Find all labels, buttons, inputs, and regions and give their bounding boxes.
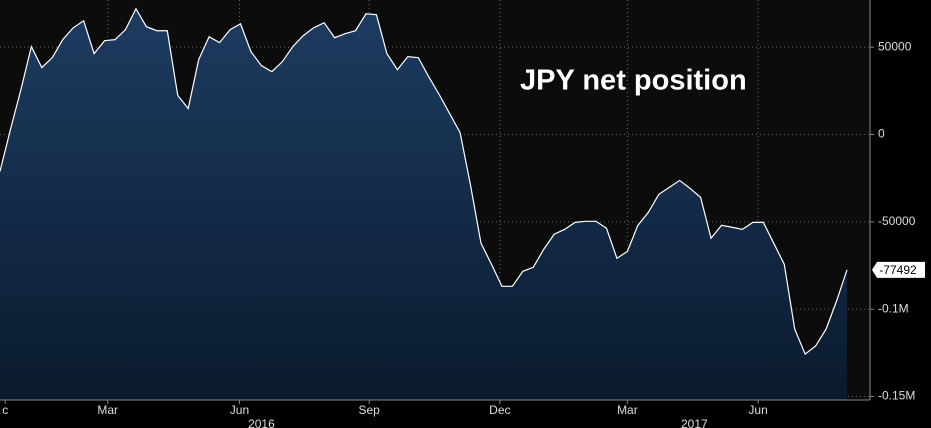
x-tick-label: Jun — [230, 403, 249, 417]
last-value-box — [872, 261, 925, 278]
marks — [0, 7, 848, 401]
y-tick-label: 0 — [878, 127, 885, 141]
y-tick-label: -0.15M — [878, 389, 915, 403]
x-tick-label: c — [2, 403, 8, 417]
x-tick-label: Jun — [748, 403, 767, 417]
year-label: 2016 — [248, 417, 275, 428]
x-tick-label: Mar — [617, 403, 638, 417]
y-tick-label: 50000 — [878, 39, 912, 53]
last-value-label: -77492 — [879, 263, 917, 277]
year-label: 2017 — [681, 417, 708, 428]
y-tick-label: -0.1M — [878, 301, 909, 315]
area — [0, 8, 847, 401]
line — [0, 7, 848, 356]
x-tick-label: Mar — [97, 403, 118, 417]
x-tick-label: Sep — [358, 403, 380, 417]
chart-title: JPY net position — [520, 65, 747, 97]
y-tick-label: -50000 — [878, 214, 916, 228]
x-tick-label: Dec — [489, 403, 510, 417]
